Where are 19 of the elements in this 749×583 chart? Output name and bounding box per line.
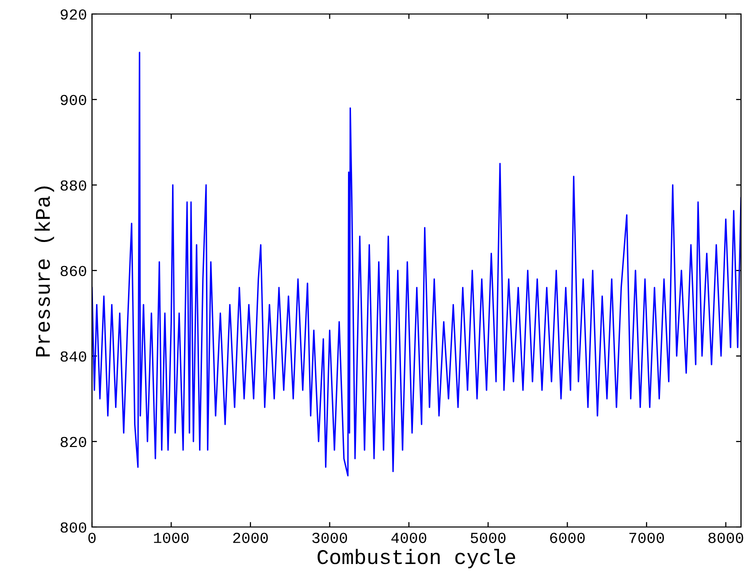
y-tick-label: 860 (60, 266, 86, 276)
x-tick-label: 7000 (629, 532, 664, 544)
y-tick-label: 920 (60, 9, 86, 20)
y-tick-label: 900 (60, 94, 86, 106)
y-tick-label: 880 (60, 180, 86, 191)
x-tick-label: 3000 (312, 532, 348, 544)
y-tick-label: 820 (60, 436, 86, 448)
x-tick-label: 1000 (154, 532, 189, 544)
x-tick-label: 0 (88, 532, 96, 544)
x-tick-label: 8000 (708, 532, 744, 544)
x-tick-label: 4000 (391, 532, 426, 544)
y-axis-title: Pressure (kPa) (34, 186, 54, 356)
x-tick-label: 2000 (233, 532, 268, 544)
x-tick-label: 5000 (470, 532, 506, 544)
line-series (92, 52, 741, 476)
x-axis-title: Combustion cycle (318, 548, 516, 568)
x-tick-label: 6000 (550, 532, 585, 544)
y-tick-label: 800 (60, 522, 86, 533)
y-tick-label: 840 (60, 351, 86, 362)
